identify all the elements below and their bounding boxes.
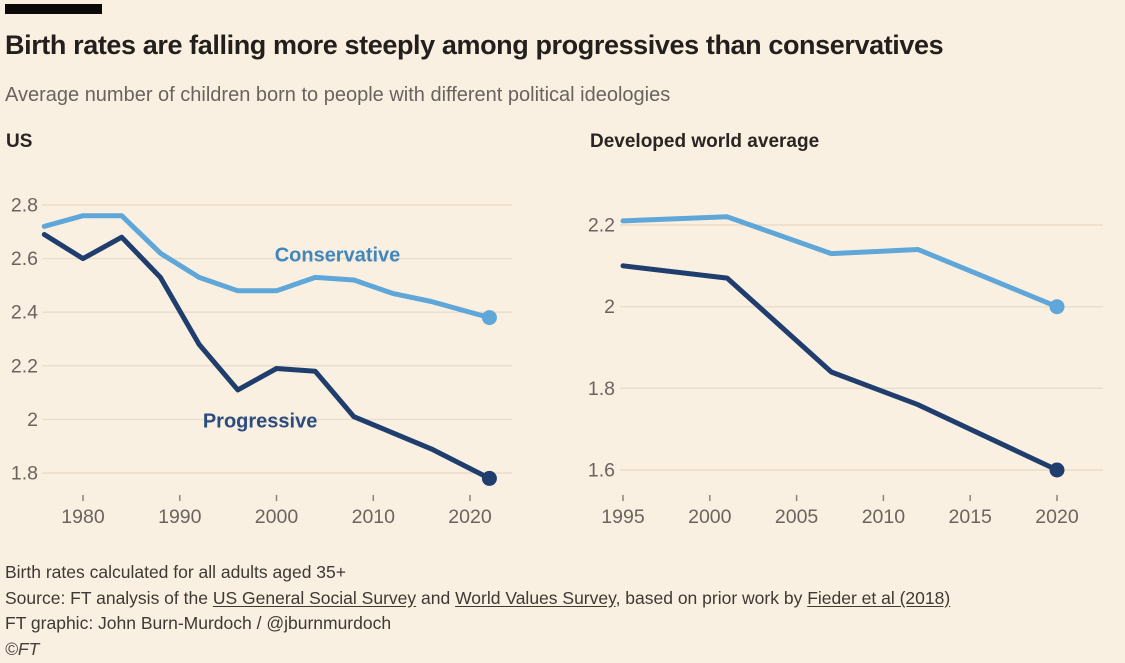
- y-axis-label: 2: [604, 296, 615, 318]
- us-chart: 2.8 2.6 2.4 2.2 2 1.8 1980 1990 2000 2010 2020 Cons…: [11, 195, 512, 528]
- chart-subtitle: Average number of children born to peopl…: [5, 84, 671, 106]
- y-axis-label: 1.8: [588, 378, 615, 400]
- source-text: , based on prior work by: [615, 587, 808, 608]
- series-line-progressive: [41, 232, 492, 481]
- source-text: and: [416, 587, 456, 608]
- y-axis-label: 2.2: [11, 355, 38, 377]
- y-axis-label: 1.8: [11, 463, 38, 485]
- ft-top-bar: [5, 4, 102, 14]
- series-line-progressive: [620, 263, 1060, 473]
- footnote-birth-rates: Birth rates calculated for all adults ag…: [5, 562, 346, 582]
- credit-line: FT graphic: John Burn-Murdoch / @jburnmu…: [5, 613, 392, 633]
- series-endpoint-conservative: [1049, 299, 1065, 315]
- series-label-conservative: Conservative: [275, 244, 401, 266]
- source-line: Source: FT analysis of the US General So…: [5, 586, 1115, 612]
- x-axis-label: 2000: [255, 506, 299, 528]
- chart-title: Birth rates are falling more steeply amo…: [5, 30, 944, 60]
- y-axis-label: 2.4: [11, 302, 38, 324]
- x-axis-label: 1980: [61, 506, 105, 528]
- y-axis-label: 2.8: [11, 195, 38, 217]
- x-axis-label: 1990: [158, 506, 202, 528]
- link-us-general-social-survey[interactable]: US General Social Survey: [212, 587, 417, 608]
- y-axis-label: 2: [27, 409, 38, 431]
- x-axis-label: 2010: [352, 506, 396, 528]
- link-fieder-et-al-2018[interactable]: Fieder et al (2018): [807, 587, 951, 608]
- ft-copyright: ©FT: [5, 638, 40, 659]
- x-axis-label: 2015: [949, 506, 993, 528]
- y-axis-label: 1.6: [588, 460, 615, 482]
- world-panel-title: Developed world average: [590, 131, 820, 152]
- series-line-conservative: [620, 214, 1060, 310]
- x-axis-label: 2020: [448, 506, 492, 528]
- footer: Birth rates calculated for all adults ag…: [5, 560, 1115, 662]
- x-axis-label: 2000: [688, 506, 732, 528]
- us-panel-title: US: [6, 131, 33, 152]
- y-axis-label: 2.2: [588, 215, 615, 237]
- world-chart: 2.2 2 1.8 1.6 1995 2000 2005 2010 2015 2020: [588, 214, 1103, 528]
- x-axis-label: 2005: [775, 506, 819, 528]
- series-endpoint-conservative: [481, 310, 497, 326]
- y-axis-label: 2.6: [11, 248, 38, 270]
- series-endpoint-progressive: [481, 470, 497, 486]
- series-label-progressive: Progressive: [203, 410, 318, 432]
- link-world-values-survey[interactable]: World Values Survey: [455, 587, 616, 608]
- series-endpoint-progressive: [1049, 462, 1065, 478]
- x-axis-label: 2020: [1035, 506, 1079, 528]
- x-axis-label: 2010: [862, 506, 906, 528]
- x-axis-label: 1995: [601, 506, 645, 528]
- series-line-conservative: [41, 213, 492, 321]
- source-text: Source: FT analysis of the: [5, 587, 213, 608]
